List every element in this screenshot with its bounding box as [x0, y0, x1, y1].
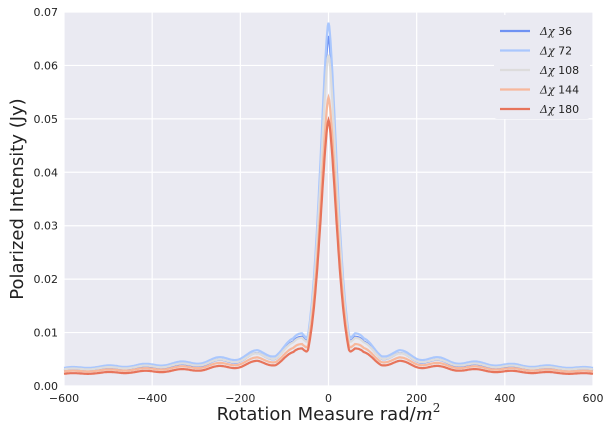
y-tick-label: 0.04: [34, 166, 59, 179]
y-tick-label: 0.02: [34, 273, 59, 286]
legend-entry: Δχ 180: [539, 103, 579, 116]
x-axis-title-math: m: [416, 404, 433, 425]
legend-entry-value: 144: [555, 84, 580, 97]
x-axis-title: Rotation Measure rad/m2: [217, 401, 441, 425]
x-axis-title-superscript: 2: [433, 401, 441, 415]
legend-box: [494, 15, 590, 119]
y-tick-label: 0.06: [34, 59, 59, 72]
tick-labels: −600 −400 −200 0 200 400 600 0.00 0.01 0.02 0.03 0.…: [34, 6, 604, 405]
legend-entry-value: 36: [555, 25, 573, 38]
series-layer: [63, 22, 594, 375]
legend-entry-value: 180: [555, 103, 580, 116]
series-line: [63, 54, 594, 371]
y-tick-label: 0.00: [34, 380, 59, 393]
legend-entry: Δχ 72: [539, 45, 572, 58]
y-tick-label: 0.05: [34, 113, 59, 126]
x-tick-label: 600: [583, 392, 604, 405]
grid-layer: [63, 11, 594, 387]
legend-entry-symbol: Δχ: [539, 25, 556, 38]
legend-entry-symbol: Δχ: [539, 64, 556, 77]
legend-entry-symbol: Δχ: [539, 103, 556, 116]
x-tick-label: −600: [49, 392, 79, 405]
legend-entry: Δχ 108: [539, 64, 579, 77]
legend-entry-symbol: Δχ: [539, 45, 556, 58]
legend-entry: Δχ 36: [539, 25, 572, 38]
y-tick-label: 0.01: [34, 327, 59, 340]
legend-entry-value: 72: [555, 45, 573, 58]
series-line: [63, 115, 594, 375]
x-axis-title-text: Rotation Measure rad/: [217, 404, 417, 425]
y-tick-label: 0.03: [34, 220, 59, 233]
x-tick-label: 200: [406, 392, 427, 405]
series-line: [63, 22, 594, 369]
x-tick-label: 0: [325, 392, 332, 405]
legend-entry: Δχ 144: [539, 84, 579, 97]
y-axis-title: Polarized Intensity (Jy): [7, 98, 28, 299]
y-tick-label: 0.07: [34, 6, 59, 19]
x-tick-label: −200: [225, 392, 255, 405]
series-line: [63, 93, 594, 373]
legend-entry-value: 108: [555, 64, 580, 77]
x-tick-label: 400: [494, 392, 515, 405]
legend-entry-symbol: Δχ: [539, 84, 556, 97]
x-tick-label: −400: [137, 392, 167, 405]
